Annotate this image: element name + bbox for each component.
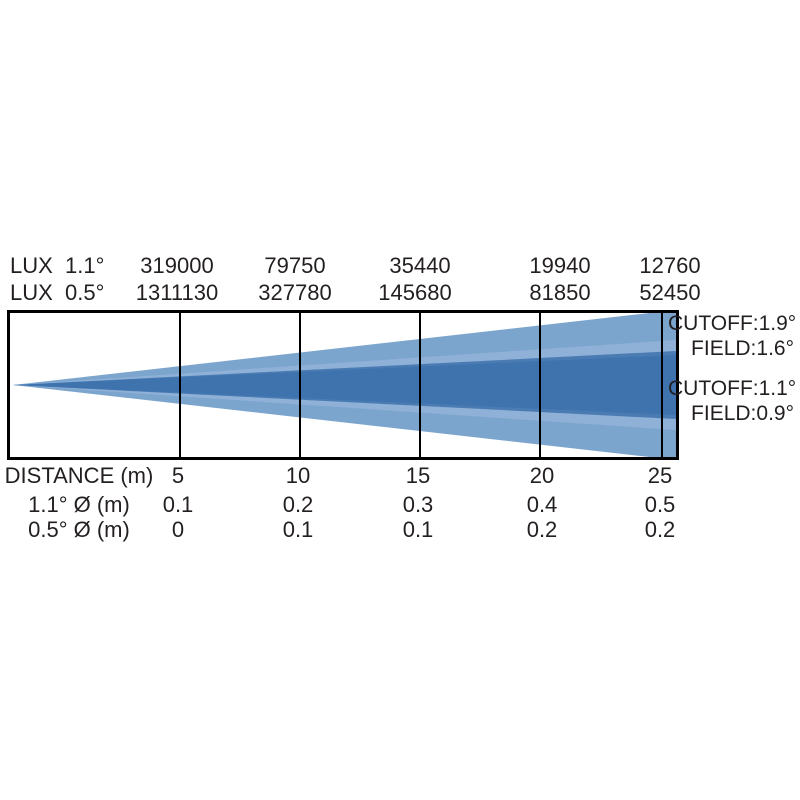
diameter-1-1-5m: 0.1 (162, 492, 194, 517)
lux-1-1-value-20m: 19940 (529, 253, 591, 278)
lux-1-1-value-25m: 12760 (639, 253, 701, 278)
diameter-1-1-25m: 0.5 (644, 492, 676, 517)
diameter-0-5-10m: 0.1 (282, 517, 314, 542)
diameter-0-5-5m: 0 (171, 517, 185, 542)
distance-5m: 5 (171, 463, 185, 488)
inner-beam-angle-group: CUTOFF:1.1° FIELD:0.9° (668, 376, 797, 426)
diameter-1-1-15m: 0.3 (402, 492, 434, 517)
diameter-1-1-20m: 0.4 (526, 492, 558, 517)
diameter-0-5-15m: 0.1 (402, 517, 434, 542)
diameter-0-5-25m: 0.2 (644, 517, 676, 542)
inner-field-label: FIELD:0.9° (691, 402, 794, 425)
distance-row-label: DISTANCE (m) (4, 463, 154, 488)
lux-1-1-value-15m: 35440 (389, 253, 451, 278)
lux-1-1-value-10m: 79750 (264, 253, 326, 278)
lux-0-5-value-25m: 52450 (639, 280, 701, 305)
distance-10m: 10 (285, 463, 311, 488)
outer-field-label: FIELD:1.6° (691, 337, 794, 360)
lux-0-5-value-5m: 1311130 (135, 280, 219, 305)
lux-0-5-row-label: LUX 0.5° (10, 280, 105, 305)
outer-cutoff-label: CUTOFF:1.9° (668, 312, 797, 335)
lux-1-1-value-5m: 319000 (140, 253, 214, 278)
lux-0-5-value-10m: 327780 (258, 280, 332, 305)
beam-angle-labels: CUTOFF:1.9° FIELD:1.6° CUTOFF:1.1° FIELD… (668, 311, 797, 426)
diameter-1-1-row-label: 1.1° Ø (m) (28, 492, 130, 517)
distance-25m: 25 (647, 463, 673, 488)
lux-0-5-value-15m: 145680 (378, 280, 452, 305)
lux-0-5-value-20m: 81850 (529, 280, 591, 305)
beam-cone-field-inner (13, 355, 676, 415)
lux-1-1-row-label: LUX 1.1° (10, 253, 105, 278)
outer-beam-angle-group: CUTOFF:1.9° FIELD:1.6° (668, 311, 797, 361)
beam-cone-svg (13, 313, 676, 457)
diameter-0-5-row-label: 0.5° Ø (m) (28, 517, 130, 542)
diameter-1-1-10m: 0.2 (282, 492, 314, 517)
beam-diagram-box (7, 310, 679, 460)
distance-15m: 15 (405, 463, 431, 488)
diameter-0-5-20m: 0.2 (526, 517, 558, 542)
inner-cutoff-label: CUTOFF:1.1° (668, 377, 797, 400)
distance-20m: 20 (529, 463, 555, 488)
